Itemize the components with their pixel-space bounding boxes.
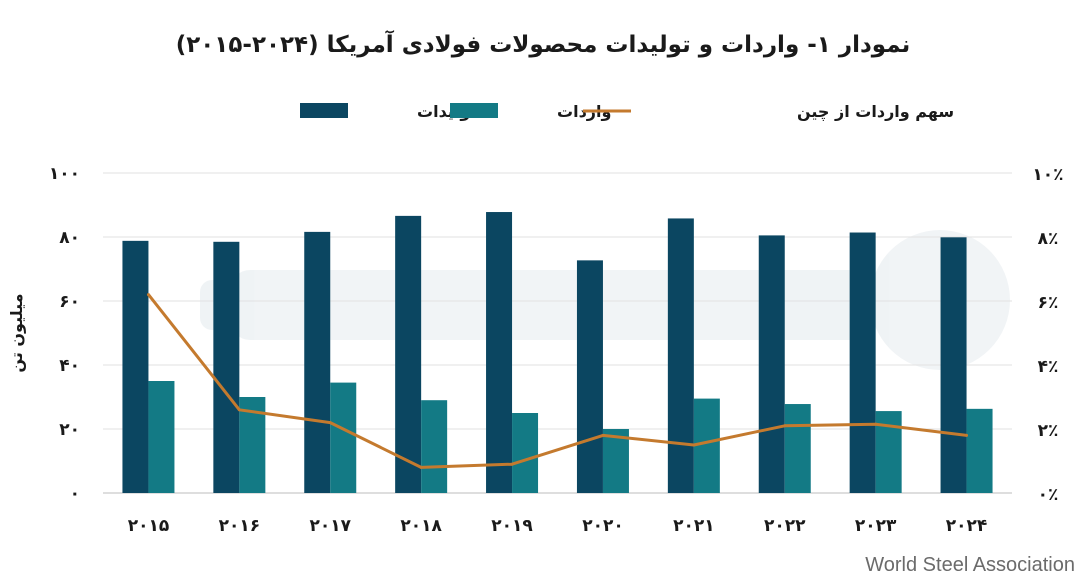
bar-imports — [330, 382, 357, 493]
x-tick-label: ۲۰۱۵ — [128, 516, 170, 536]
bar-production — [849, 232, 876, 493]
line-point — [601, 433, 605, 437]
y2-tick-label: ۱۰٪ — [1032, 165, 1063, 185]
y-axis-ticks: ۰ ۲۰ ۴۰ ۶۰ ۸۰ ۱۰۰ — [49, 164, 80, 504]
y2-axis-ticks: ۰٪ ۲٪ ۴٪ ۶٪ ۸٪ ۱۰٪ — [1032, 165, 1063, 505]
x-tick-label: ۲۰۲۰ — [582, 516, 624, 536]
y2-tick-label: ۶٪ — [1038, 293, 1059, 313]
bars — [122, 212, 993, 494]
line-point — [874, 422, 878, 426]
y-tick-label: ۴۰ — [59, 356, 80, 376]
bar-production — [667, 218, 694, 493]
bar-imports — [421, 400, 448, 493]
x-tick-label: ۲۰۱۷ — [309, 516, 351, 536]
line-point — [146, 293, 150, 297]
legend: تولیدات واردات سهم واردات از چین — [300, 102, 954, 122]
legend-swatch — [300, 103, 348, 118]
x-tick-label: ۲۰۲۲ — [764, 516, 806, 536]
line-china-share — [147, 293, 967, 469]
bar-production — [122, 240, 149, 493]
line-series — [146, 293, 969, 469]
line-point — [783, 424, 787, 428]
bar-imports — [693, 398, 720, 493]
bar-imports — [512, 413, 539, 493]
bar-production — [758, 235, 785, 493]
x-axis-ticks: ۲۰۱۵ ۲۰۱۶ ۲۰۱۷ ۲۰۱۸ ۲۰۱۹ ۲۰۲۰ ۲۰۲۱ ۲۰۲۲ ۲۰۲۳ ۲۰۲۴ — [128, 516, 988, 536]
line-point — [965, 433, 969, 437]
x-tick-label: ۲۰۱۶ — [219, 516, 261, 536]
y-tick-label: ۶۰ — [59, 292, 80, 312]
bar-imports — [966, 408, 993, 493]
y2-tick-label: ۰٪ — [1038, 485, 1059, 505]
bar-imports — [784, 404, 811, 493]
legend-label: سهم واردات از چین — [797, 102, 954, 122]
bar-imports — [602, 429, 629, 493]
x-tick-label: ۲۰۲۳ — [855, 516, 897, 536]
y-tick-label: ۲۰ — [59, 420, 80, 440]
bar-production — [940, 237, 967, 493]
bar-production — [395, 215, 422, 493]
bar-production — [304, 231, 331, 493]
x-tick-label: ۲۰۲۱ — [673, 516, 715, 536]
bar-production — [486, 212, 513, 494]
y-tick-label: ۰ — [70, 484, 80, 504]
legend-swatch — [450, 103, 498, 118]
y2-tick-label: ۲٪ — [1038, 421, 1059, 441]
line-point — [510, 462, 514, 466]
y-axis-label: میلیون تن — [7, 293, 26, 372]
y-tick-label: ۸۰ — [59, 228, 80, 248]
bar-imports — [148, 381, 175, 493]
line-point — [692, 443, 696, 447]
y2-tick-label: ۸٪ — [1038, 229, 1059, 249]
watermark-logo — [200, 230, 1010, 370]
chart-title: نمودار ۱- واردات و تولیدات محصولات فولاد… — [176, 29, 911, 58]
x-tick-label: ۲۰۱۹ — [491, 516, 533, 536]
x-tick-label: ۲۰۲۴ — [946, 516, 988, 536]
bar-production — [576, 260, 603, 493]
source-note: World Steel Association — [865, 554, 1075, 576]
bar-production — [213, 241, 240, 493]
x-tick-label: ۲۰۱۸ — [400, 516, 442, 536]
y2-tick-label: ۴٪ — [1038, 357, 1059, 377]
y-tick-label: ۱۰۰ — [49, 164, 80, 184]
line-point — [419, 465, 423, 469]
line-point — [328, 421, 332, 425]
line-point — [237, 408, 241, 412]
